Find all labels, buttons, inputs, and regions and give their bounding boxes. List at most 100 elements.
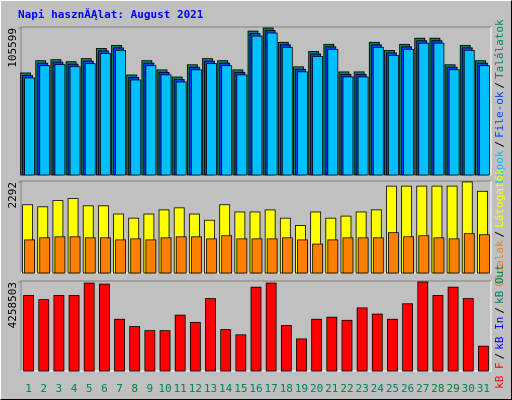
x-tick-label: 7 [116,382,123,395]
bar [236,74,248,176]
bar [24,239,35,274]
bar [463,233,475,274]
x-tick-label: 26 [401,382,414,395]
bar [342,237,354,274]
x-tick-label: 24 [371,382,385,395]
bar [342,76,354,176]
x-tick-label: 16 [249,382,262,395]
bar [387,318,398,372]
legend-entry: kB Out [493,264,506,304]
bar [220,329,232,372]
bar [280,325,292,372]
bar [69,236,81,274]
bar [327,239,339,274]
bar [235,334,247,372]
bar [145,65,157,176]
x-tick-label: 14 [219,382,233,395]
bar [297,239,308,274]
bar [372,46,384,176]
bar [296,338,307,372]
legend: Lapok / File-ok / Találatok [493,19,506,184]
bar [266,32,278,176]
bar [433,237,445,274]
bar [403,236,415,274]
x-tick-label: 4 [71,382,78,395]
x-tick-label: 23 [356,382,369,395]
bar [417,281,429,372]
bar [190,69,202,176]
bar [447,286,459,372]
x-tick-label: 28 [431,382,444,395]
bar [403,48,415,176]
legend-separator: / [493,353,506,360]
x-tick-label: 8 [131,382,138,395]
bar [99,237,111,274]
bar [159,330,171,372]
bar [206,63,217,176]
bar [206,238,217,274]
legend-entry: Oldalak [493,240,506,287]
bar [251,35,263,176]
x-tick-label: 25 [386,382,399,395]
bar [24,77,35,176]
bar [221,235,233,274]
bar [115,49,126,176]
bar [68,295,80,372]
bar [84,63,96,176]
legend: Oldalak / Látogatók [493,168,506,287]
x-tick-label: 1 [25,382,32,395]
bar [265,282,277,372]
bar [357,237,369,274]
bar [130,238,142,274]
bar [53,295,65,372]
bar [160,74,172,176]
bar [311,318,323,372]
x-tick-label: 15 [234,382,247,395]
x-tick-label: 18 [280,382,293,395]
bar [463,49,475,176]
legend-entry: Látogatók [493,168,506,228]
bar [38,299,50,372]
bar [281,237,293,274]
x-tick-label: 9 [147,382,154,395]
bar [160,237,172,274]
bar [327,48,339,176]
bar [418,235,430,274]
legend-separator: / [493,231,506,238]
chart-title: Napi hasznĂĄlat: August 2021 [18,8,204,21]
legend-separator: / [493,82,506,89]
x-tick-label: 30 [462,382,475,395]
x-tick-label: 10 [158,382,171,395]
panel-shadow [20,180,491,273]
bar [54,64,66,176]
bar [388,55,399,176]
bar [448,69,460,176]
bar [418,42,430,176]
x-tick-label: 27 [416,382,429,395]
legend-entry: Találatok [493,19,506,79]
bar [99,53,111,176]
x-tick-label: 21 [325,382,338,395]
y-tick-label: 105599 [6,28,19,68]
x-tick-label: 12 [189,382,202,395]
bar [251,238,263,274]
legend: kB F / kB In / kB Out [493,264,506,389]
bar [479,234,490,274]
bar [114,318,125,372]
bar [297,71,308,176]
bar [312,243,324,274]
bar [205,298,216,372]
legend-separator: / [493,307,506,314]
panel-shadow [20,280,491,371]
x-tick-label: 6 [101,382,108,395]
bar [221,65,233,176]
bar [54,236,66,274]
bar [115,239,126,274]
x-tick-label: 20 [310,382,323,395]
bar [83,282,95,372]
bar [98,283,110,372]
bar [69,66,81,176]
bar [174,314,186,372]
